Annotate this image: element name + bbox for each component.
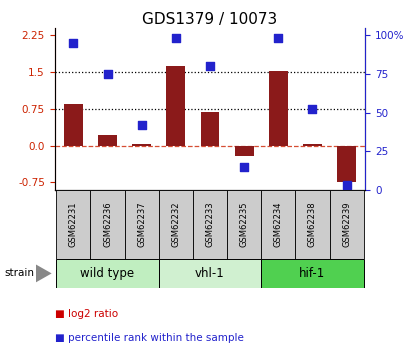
- Bar: [261, 259, 364, 288]
- Bar: [330, 190, 364, 259]
- Text: strain: strain: [4, 268, 34, 278]
- Point: [207, 63, 213, 69]
- Text: GSM62232: GSM62232: [171, 201, 180, 247]
- Bar: [56, 259, 159, 288]
- Text: GDS1379 / 10073: GDS1379 / 10073: [142, 12, 278, 27]
- Point: [275, 36, 282, 41]
- Text: ■ log2 ratio: ■ log2 ratio: [55, 309, 118, 319]
- Point: [173, 36, 179, 41]
- Bar: [337, 146, 356, 183]
- Text: hif-1: hif-1: [299, 267, 326, 280]
- Text: GSM62239: GSM62239: [342, 201, 351, 247]
- Text: ■ percentile rank within the sample: ■ percentile rank within the sample: [55, 333, 244, 343]
- Bar: [269, 71, 288, 146]
- Bar: [64, 104, 83, 146]
- Text: GSM62238: GSM62238: [308, 201, 317, 247]
- Text: GSM62234: GSM62234: [274, 201, 283, 247]
- Point: [70, 40, 77, 46]
- Bar: [303, 144, 322, 146]
- Polygon shape: [36, 264, 52, 283]
- Bar: [166, 66, 185, 146]
- Point: [309, 107, 316, 112]
- Text: GSM62231: GSM62231: [69, 201, 78, 247]
- Bar: [132, 144, 151, 146]
- Text: GSM62236: GSM62236: [103, 201, 112, 247]
- Text: wild type: wild type: [81, 267, 134, 280]
- Bar: [56, 190, 90, 259]
- Bar: [125, 190, 159, 259]
- Text: GSM62235: GSM62235: [240, 201, 249, 247]
- Point: [138, 122, 145, 128]
- Bar: [261, 190, 295, 259]
- Text: GSM62237: GSM62237: [137, 201, 146, 247]
- Point: [104, 71, 111, 77]
- Point: [343, 183, 350, 188]
- Bar: [235, 146, 254, 156]
- Bar: [227, 190, 261, 259]
- Bar: [193, 190, 227, 259]
- Bar: [159, 190, 193, 259]
- Bar: [98, 135, 117, 146]
- Text: GSM62233: GSM62233: [205, 201, 215, 247]
- Bar: [295, 190, 330, 259]
- Bar: [201, 112, 219, 146]
- Text: vhl-1: vhl-1: [195, 267, 225, 280]
- Point: [241, 164, 247, 169]
- Bar: [90, 190, 125, 259]
- Bar: [159, 259, 261, 288]
